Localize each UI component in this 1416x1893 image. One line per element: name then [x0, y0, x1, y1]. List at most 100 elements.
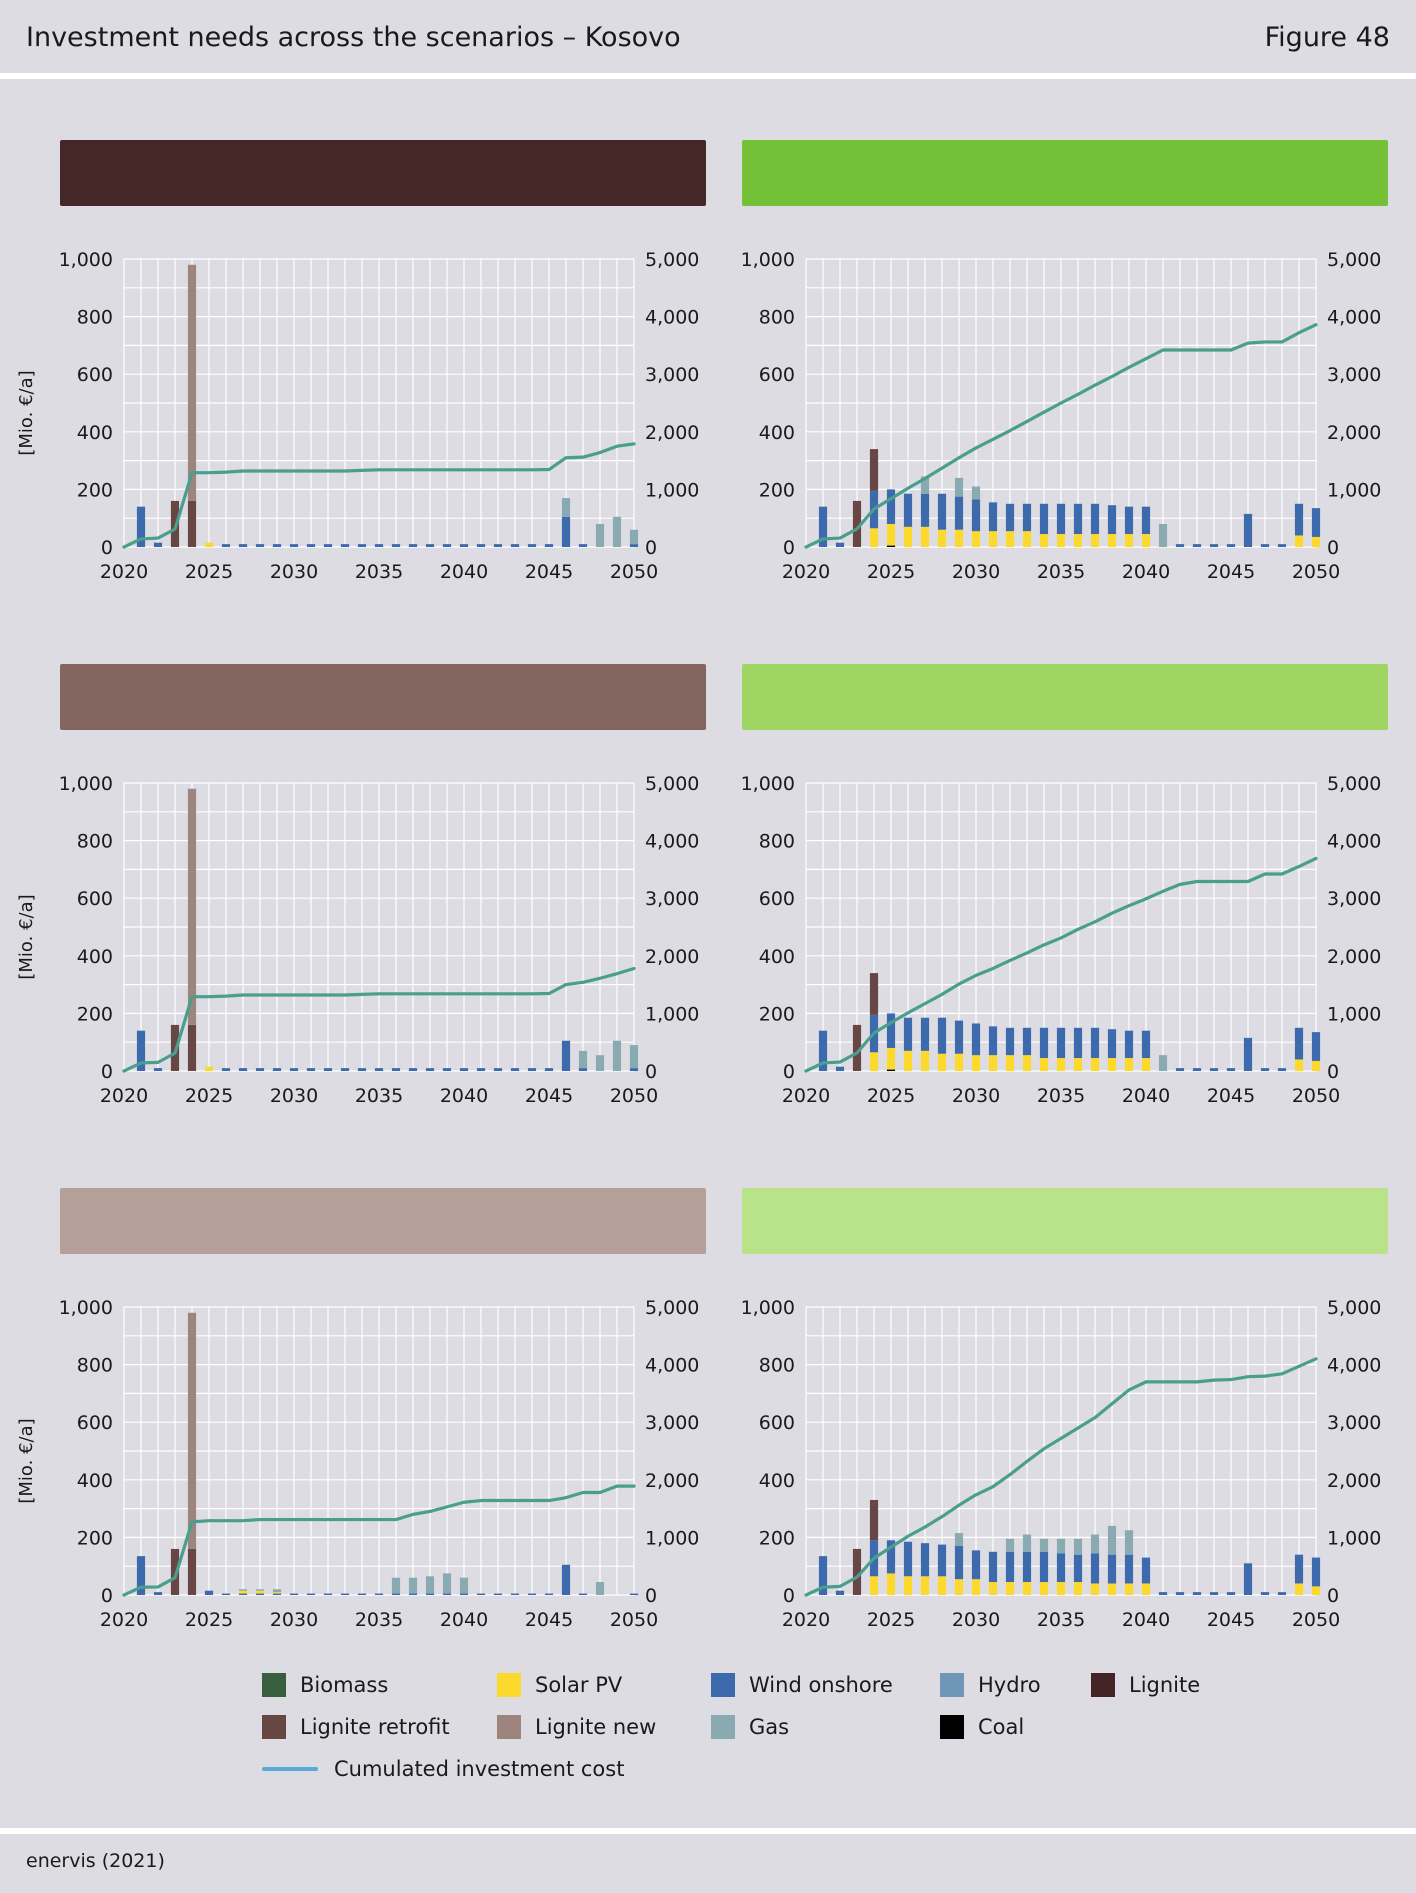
bar-solar-pv — [255, 1590, 265, 1594]
cumulated-cost-line — [804, 856, 1318, 1073]
bar-solar-pv — [886, 523, 896, 546]
bar-wind-onshore — [629, 1068, 639, 1071]
bar-wind-onshore — [136, 506, 146, 547]
bar-solar-pv — [1056, 1058, 1066, 1071]
legend-swatch-biomass — [262, 1673, 286, 1697]
bar-wind-onshore — [818, 1556, 828, 1595]
bar-wind-onshore — [1226, 1592, 1236, 1595]
bar-wind-onshore — [1311, 508, 1321, 537]
bar-wind-onshore — [527, 1593, 537, 1595]
x-tick-label: 2035 — [355, 1085, 403, 1107]
y-tick-label: 0 — [783, 537, 795, 559]
bar-wind-onshore — [476, 544, 486, 547]
bar-lignite-new — [187, 264, 197, 501]
y2-tick-label: 3,000 — [645, 1412, 699, 1434]
y2-tick-label: 1,000 — [1327, 1527, 1381, 1549]
bar-gas — [561, 498, 571, 517]
x-tick-label: 2030 — [952, 1085, 1000, 1107]
bar-solar-pv — [1294, 535, 1304, 547]
y-tick-label: 1,000 — [59, 249, 113, 271]
y-axis-label: [Mio. €/a] — [16, 370, 37, 455]
x-tick-label: 2045 — [1207, 1609, 1255, 1631]
bar-wind-onshore — [1056, 1553, 1066, 1583]
y-tick-label: 200 — [77, 1527, 113, 1549]
bar-coal — [886, 1069, 896, 1071]
bar-wind-onshore — [1175, 544, 1185, 547]
x-tick-label: 2020 — [100, 1085, 148, 1107]
bar-gas — [595, 1582, 605, 1595]
cumulated-cost-line — [122, 966, 636, 1073]
bar-solar-pv — [1107, 534, 1117, 547]
bar-wind-onshore — [306, 544, 316, 547]
bar-wind-onshore — [1294, 503, 1304, 536]
bar-wind-onshore — [510, 1068, 520, 1071]
y-tick-label: 400 — [77, 422, 113, 444]
legend-swatch-hydro — [940, 1673, 964, 1697]
bar-wind-onshore — [510, 1593, 520, 1595]
bar-solar-pv — [1311, 1586, 1321, 1595]
bar-wind-onshore — [988, 502, 998, 532]
bar-wind-onshore — [459, 1593, 469, 1595]
y-tick-label: 1,000 — [741, 773, 795, 795]
bar-wind-onshore — [971, 1550, 981, 1580]
y2-tick-label: 3,000 — [645, 888, 699, 910]
bar-wind-onshore — [391, 1593, 401, 1595]
legend-swatch-coal — [940, 1715, 964, 1739]
legend-label: Lignite — [1129, 1673, 1201, 1697]
bar-solar-pv — [1124, 534, 1134, 547]
x-tick-label: 2050 — [1292, 1609, 1340, 1631]
bar-wind-onshore — [1243, 513, 1253, 547]
bar-wind-onshore — [1005, 1027, 1015, 1056]
scenario-banner — [60, 1188, 706, 1254]
bar-wind-onshore — [1124, 1030, 1134, 1059]
legend-item-solar-pv: Solar PV — [497, 1673, 622, 1697]
bar-lignite-retrofit — [852, 1024, 862, 1071]
x-tick-label: 2025 — [185, 561, 233, 583]
cumulated-cost-line — [122, 442, 636, 549]
bar-wind-onshore — [1107, 505, 1117, 535]
bar-wind-onshore — [561, 516, 571, 547]
scenario-banner — [742, 1188, 1388, 1254]
x-tick-label: 2025 — [867, 1609, 915, 1631]
bar-solar-pv — [1005, 1582, 1015, 1595]
header-divider — [0, 73, 1416, 79]
bar-wind-onshore — [1090, 1553, 1100, 1584]
bar-wind-onshore — [886, 489, 896, 524]
bar-wind-onshore — [136, 1030, 146, 1071]
bar-wind-onshore — [425, 544, 435, 547]
bar-solar-pv — [869, 1576, 879, 1595]
bar-solar-pv — [1039, 534, 1049, 547]
bar-wind-onshore — [306, 1593, 316, 1595]
bar-wind-onshore — [937, 1544, 947, 1577]
y2-tick-label: 2,000 — [645, 1470, 699, 1492]
y-tick-label: 600 — [77, 888, 113, 910]
bar-solar-pv — [1022, 1582, 1032, 1595]
bar-wind-onshore — [1124, 506, 1134, 535]
y2-tick-label: 4,000 — [645, 307, 699, 329]
bar-wind-onshore — [1175, 1068, 1185, 1071]
x-tick-label: 2040 — [1122, 1609, 1170, 1631]
bar-wind-onshore — [493, 1593, 503, 1595]
x-tick-label: 2050 — [1292, 561, 1340, 583]
x-tick-label: 2025 — [867, 561, 915, 583]
bar-lignite-retrofit — [187, 1548, 197, 1595]
bar-wind-onshore — [544, 1068, 554, 1071]
bar-solar-pv — [954, 529, 964, 547]
bar-wind-onshore — [544, 544, 554, 547]
x-tick-label: 2035 — [355, 1609, 403, 1631]
footer-divider — [0, 1828, 1416, 1834]
bar-solar-pv — [869, 528, 879, 547]
legend: Biomass Solar PV Wind onshore Hydro Lign… — [262, 1665, 1262, 1785]
bar-wind-onshore — [629, 1593, 639, 1595]
y2-tick-label: 3,000 — [1327, 888, 1381, 910]
legend-item-lignite-new: Lignite new — [497, 1715, 656, 1739]
bar-wind-onshore — [1124, 1554, 1134, 1584]
y-tick-label: 1,000 — [741, 249, 795, 271]
bar-gas — [1073, 1538, 1083, 1555]
bar-wind-onshore — [1277, 1068, 1287, 1071]
bar-wind-onshore — [1175, 1592, 1185, 1595]
bar-wind-onshore — [1209, 1068, 1219, 1071]
y-tick-label: 0 — [101, 1585, 113, 1607]
bar-wind-onshore — [289, 544, 299, 547]
bar-wind-onshore — [578, 544, 588, 547]
